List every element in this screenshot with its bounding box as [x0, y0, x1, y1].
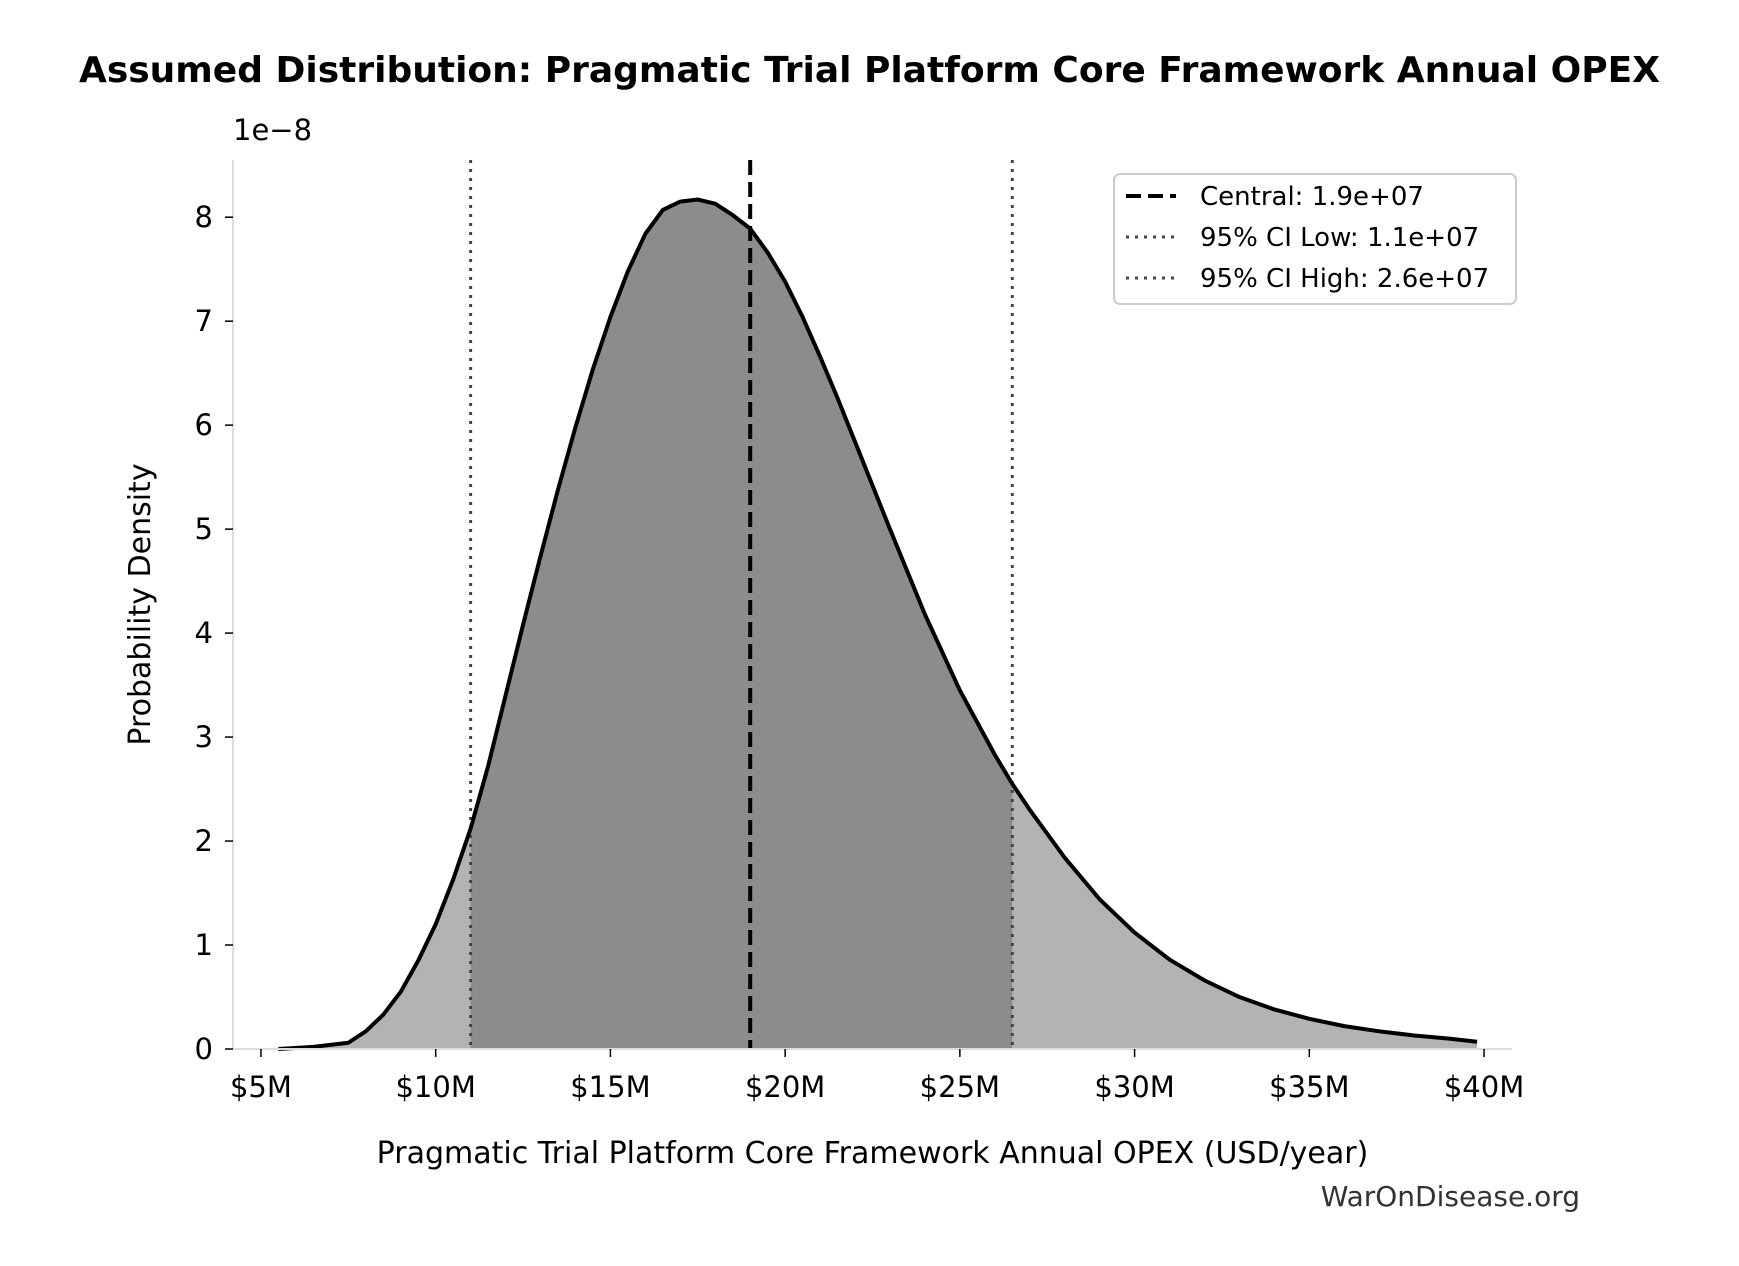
y-tick-label: 7 [195, 304, 213, 338]
legend-label: 95% CI Low: 1.1e+07 [1200, 223, 1479, 253]
legend: Central: 1.9e+07 95% CI Low: 1.1e+07 95% C… [1113, 173, 1517, 305]
watermark: WarOnDisease.org [1320, 1180, 1580, 1213]
reference-lines [469, 160, 1014, 1049]
x-tick-label: $30M [1094, 1070, 1174, 1104]
density-fill-ci [470, 199, 1013, 1049]
y-axis-label: Probability Density [123, 463, 158, 745]
legend-label: Central: 1.9e+07 [1200, 182, 1424, 212]
axes: 1e−8 Pragmatic Trial Platform Core Framew… [123, 113, 1512, 1171]
x-tick-label: $10M [395, 1070, 475, 1104]
density-curve [278, 197, 1478, 1051]
x-tick-label: $20M [745, 1070, 825, 1104]
density-fills [278, 199, 1478, 1049]
y-tick-label: 5 [195, 512, 213, 546]
x-tick-label: $15M [570, 1070, 650, 1104]
x-tick-label: $25M [920, 1070, 1000, 1104]
y-tick-label: 6 [195, 408, 213, 442]
tick-marks: $5M $10M $15M $20M $25M $30M $35M $40M 0 1 2 3 4 5 6 7 8 [195, 200, 1525, 1104]
y-tick-label: 8 [195, 200, 213, 234]
y-tick-label: 0 [195, 1032, 213, 1066]
y-tick-label: 3 [195, 720, 213, 754]
x-tick-label: $35M [1269, 1070, 1349, 1104]
x-tick-label: $40M [1444, 1070, 1524, 1104]
x-tick-label: $5M [230, 1070, 292, 1104]
chart-title: Assumed Distribution: Pragmatic Trial Pl… [78, 50, 1661, 91]
legend-label: 95% CI High: 2.6e+07 [1200, 264, 1489, 294]
y-tick-label: 4 [195, 616, 213, 650]
y-offset-label: 1e−8 [233, 113, 312, 147]
legend-box [1113, 173, 1517, 305]
density-curve-group [278, 197, 1478, 1051]
y-tick-label: 1 [195, 928, 213, 962]
y-tick-label: 2 [195, 824, 213, 858]
x-axis-label: Pragmatic Trial Platform Core Framework … [377, 1136, 1369, 1171]
